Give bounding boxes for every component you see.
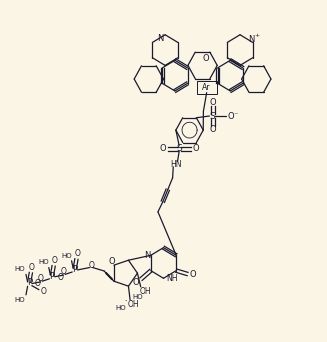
- Text: HO: HO: [61, 253, 72, 259]
- Text: OH: OH: [140, 287, 151, 297]
- Text: O: O: [209, 125, 216, 134]
- Text: HO: HO: [14, 297, 25, 303]
- Text: O: O: [133, 278, 140, 287]
- Text: OH: OH: [128, 300, 139, 310]
- Text: NH: NH: [166, 274, 177, 283]
- Text: P: P: [72, 265, 77, 274]
- FancyBboxPatch shape: [197, 81, 216, 94]
- Text: O: O: [34, 279, 40, 288]
- Text: O: O: [41, 287, 47, 296]
- Text: +: +: [254, 33, 260, 38]
- Text: O: O: [29, 263, 35, 272]
- Text: O: O: [38, 274, 43, 283]
- Text: Ar: Ar: [202, 83, 211, 92]
- Text: HO: HO: [39, 260, 49, 265]
- Text: P: P: [49, 272, 55, 280]
- Text: HN: HN: [170, 160, 181, 169]
- Text: O: O: [109, 257, 115, 266]
- Text: •: •: [124, 300, 126, 303]
- Text: N: N: [248, 35, 255, 44]
- Text: O: O: [227, 111, 234, 120]
- Text: HO: HO: [132, 294, 143, 300]
- Text: O: O: [160, 144, 166, 153]
- Text: ⁻: ⁻: [233, 110, 238, 119]
- Text: O: O: [88, 261, 94, 271]
- Text: O: O: [192, 144, 199, 153]
- Text: S: S: [210, 111, 215, 120]
- Text: O: O: [202, 54, 209, 63]
- Text: O: O: [52, 256, 58, 265]
- Text: O: O: [57, 273, 63, 281]
- Text: S: S: [176, 144, 182, 153]
- Text: O: O: [60, 267, 66, 276]
- Text: O: O: [75, 249, 80, 259]
- Text: HO: HO: [14, 266, 25, 272]
- Text: HO: HO: [115, 305, 126, 311]
- Text: O: O: [189, 269, 196, 278]
- Text: O: O: [209, 98, 216, 107]
- Text: N: N: [157, 34, 164, 43]
- Text: N: N: [144, 251, 150, 260]
- Text: P: P: [27, 278, 32, 287]
